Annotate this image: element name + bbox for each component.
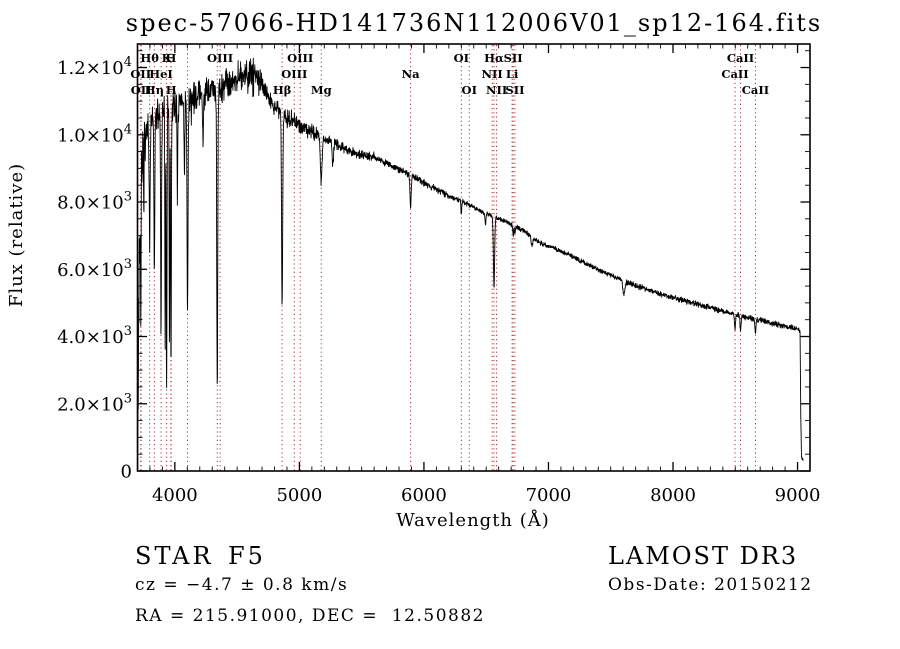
svg-text:OI: OI — [462, 83, 477, 97]
svg-text:6000: 6000 — [401, 485, 447, 506]
svg-text:5000: 5000 — [276, 485, 322, 506]
y-axis-label: Flux (relative) — [6, 163, 27, 307]
svg-text:4000: 4000 — [152, 485, 198, 506]
marked-lines-layer — [140, 45, 756, 471]
spectrum-line — [137, 57, 804, 470]
cz-value-line: cz = −4.7 ± 0.8 km/s — [135, 575, 348, 595]
svg-text:K: K — [162, 51, 173, 65]
svg-text:OII: OII — [130, 67, 151, 81]
svg-text:HeI: HeI — [149, 67, 173, 81]
svg-text:1.0×104: 1.0×104 — [57, 122, 132, 146]
obsdate-line: Obs-Date: 20150212 — [608, 575, 813, 595]
svg-text:H: H — [166, 83, 177, 97]
object-subclass: F5 — [228, 542, 266, 570]
plot-title: spec-57066-HD141736N112006V01_sp12-164.f… — [126, 9, 822, 37]
svg-text:Li: Li — [506, 67, 519, 81]
svg-text:SII: SII — [505, 83, 524, 97]
svg-text:Hη: Hη — [145, 83, 164, 97]
svg-text:OIII: OIII — [207, 51, 233, 65]
svg-text:0: 0 — [121, 462, 132, 483]
svg-text:Hθ: Hθ — [140, 51, 159, 65]
svg-text:2.0×103: 2.0×103 — [57, 391, 132, 415]
svg-text:CaII: CaII — [742, 83, 769, 97]
svg-text:8000: 8000 — [650, 485, 696, 506]
svg-text:1.2×104: 1.2×104 — [57, 55, 132, 79]
survey-label: LAMOST DR3 — [608, 542, 798, 570]
svg-text:4.0×103: 4.0×103 — [57, 324, 132, 348]
svg-text:8.0×103: 8.0×103 — [57, 190, 132, 214]
svg-text:OII: OII — [131, 83, 152, 97]
svg-text:OI: OI — [454, 51, 469, 65]
svg-text:6.0×103: 6.0×103 — [57, 257, 132, 281]
axis-ticks-layer — [137, 44, 810, 472]
svg-text:Hβ: Hβ — [273, 83, 292, 97]
svg-text:NII: NII — [482, 67, 503, 81]
plot-frame — [136, 43, 811, 472]
svg-text:7000: 7000 — [526, 485, 572, 506]
svg-text:Mg: Mg — [311, 83, 332, 97]
radec-line: RA = 215.91000, DEC = 12.50882 — [135, 606, 485, 626]
svg-text:9000: 9000 — [775, 485, 821, 506]
svg-text:CaII: CaII — [727, 51, 754, 65]
object-class: STAR — [135, 542, 214, 570]
svg-text:NII: NII — [486, 83, 507, 97]
y-tick-labels: 0 2.0×103 4.0×103 6.0×103 8.0×103 1.0×104 1.2×… — [57, 55, 132, 482]
svg-text:Hα: Hα — [484, 51, 504, 65]
x-axis-label: Wavelength (Å) — [396, 509, 550, 531]
svg-text:H: H — [166, 51, 177, 65]
svg-text:OIII: OIII — [281, 67, 307, 81]
x-tick-labels: 4000 5000 6000 7000 8000 9000 — [152, 485, 820, 506]
svg-text:Na: Na — [402, 67, 421, 81]
svg-text:CaII: CaII — [721, 67, 748, 81]
svg-text:OIII: OIII — [287, 51, 313, 65]
svg-text:SII: SII — [504, 51, 523, 65]
